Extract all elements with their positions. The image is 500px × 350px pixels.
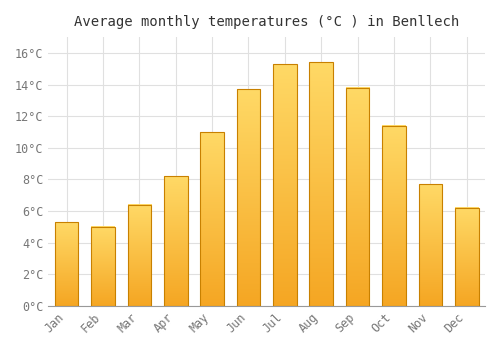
Bar <box>54 222 78 306</box>
Bar <box>236 89 260 306</box>
Bar <box>273 64 296 306</box>
Bar <box>455 208 478 306</box>
Title: Average monthly temperatures (°C ) in Benllech: Average monthly temperatures (°C ) in Be… <box>74 15 460 29</box>
Bar <box>310 62 333 306</box>
Bar <box>200 132 224 306</box>
Bar <box>164 176 188 306</box>
Bar <box>346 88 370 306</box>
Bar <box>128 205 151 306</box>
Bar <box>91 227 115 306</box>
Bar <box>382 126 406 306</box>
Bar <box>418 184 442 306</box>
